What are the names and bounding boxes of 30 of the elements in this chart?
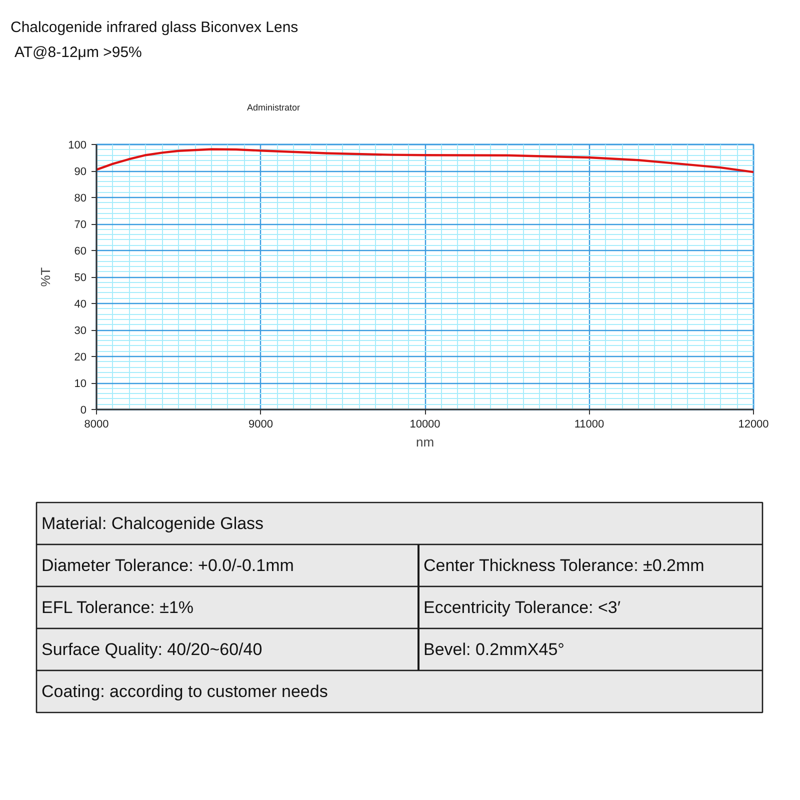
y-tick-label: 30 — [74, 325, 87, 337]
line-series — [96, 148, 754, 174]
text: Center Thickness Tolerance: ±0.2mm — [424, 556, 704, 575]
y-tick-label: 80 — [74, 192, 87, 204]
text: Bevel: 0.2mmX45° — [424, 640, 564, 659]
chart-subtitle: AT@8-12μm >95% — [14, 44, 142, 61]
y-tick-label: 10 — [74, 378, 87, 390]
y-axis-title: %T — [38, 267, 54, 287]
y-tick-label: 60 — [74, 246, 87, 258]
text: Eccentricity Tolerance: <3′ — [424, 598, 621, 617]
y-tick-label: 0 — [80, 404, 87, 416]
text: Administrator — [246, 102, 300, 112]
text: Surface Quality: 40/20~60/40 — [42, 640, 262, 659]
text: Material: Chalcogenide Glass — [42, 514, 264, 533]
x-axis-title: nm — [416, 434, 434, 450]
y-tick-label: 40 — [74, 298, 87, 310]
text: Coating: according to customer needs — [42, 682, 328, 701]
x-tick-label: 11000 — [574, 418, 604, 430]
y-tick-label: 90 — [74, 166, 87, 178]
y-tick-label: 70 — [74, 219, 87, 231]
x-tick-label: 9000 — [248, 418, 273, 430]
text: Diameter Tolerance: +0.0/-0.1mm — [42, 556, 294, 575]
x-tick-label: 8000 — [84, 418, 109, 430]
y-tick-label: 20 — [74, 352, 87, 364]
x-tick-label: 12000 — [738, 418, 769, 430]
y-tick-label: 50 — [74, 272, 87, 284]
chart-title: Chalcogenide infrared glass Biconvex Lens — [10, 19, 298, 36]
x-tick-label: 10000 — [410, 418, 440, 430]
y-tick-label: 100 — [68, 140, 87, 152]
text: EFL Tolerance: ±1% — [42, 598, 194, 617]
